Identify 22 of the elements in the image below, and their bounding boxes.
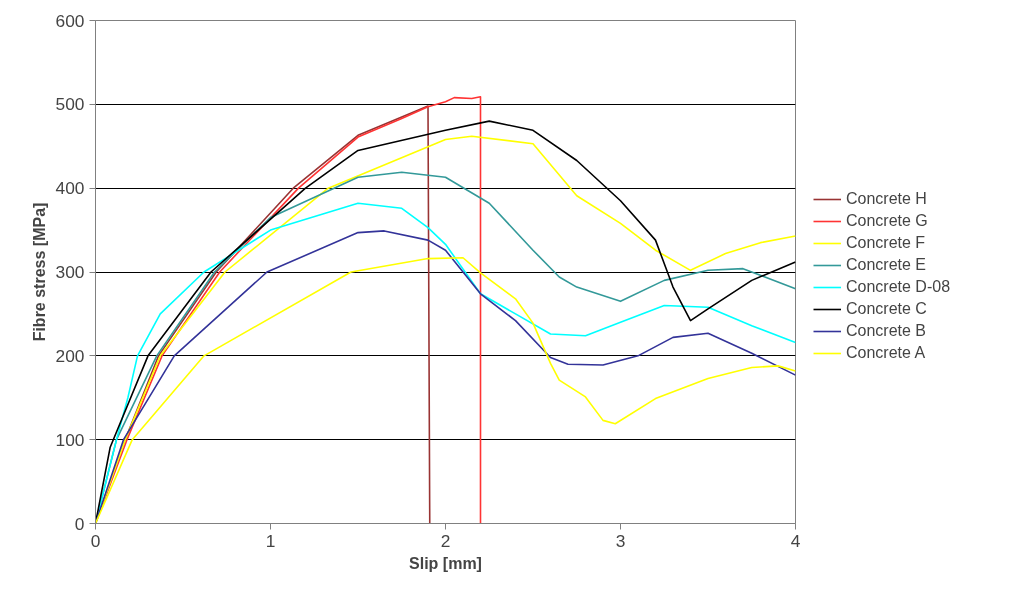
y-tick-label: 0 [74,513,85,534]
x-tick-label: 4 [790,530,801,551]
legend-label: Concrete C [846,300,927,318]
y-tick-label: 600 [55,10,85,31]
x-axis-title: Slip [mm] [409,554,482,572]
y-tick-label: 400 [55,178,85,199]
y-tick-label: 500 [55,94,85,115]
legend-label: Concrete D-08 [846,278,951,296]
legend-label: Concrete H [846,190,927,208]
x-tick-label: 2 [440,530,451,551]
legend-label: Concrete A [846,344,926,362]
x-tick-label: 0 [90,530,101,551]
y-tick-label: 100 [55,429,85,450]
y-axis-title: Fibre stress [MPa] [30,202,48,342]
x-tick-label: 3 [615,530,626,551]
legend-label: Concrete F [846,234,926,252]
y-tick-label: 200 [55,345,85,366]
y-tick-label: 300 [55,262,85,282]
legend-label: Concrete B [846,322,927,340]
x-tick-label: 1 [265,530,276,551]
legend-label: Concrete G [846,212,928,230]
legend-label: Concrete E [846,256,927,274]
